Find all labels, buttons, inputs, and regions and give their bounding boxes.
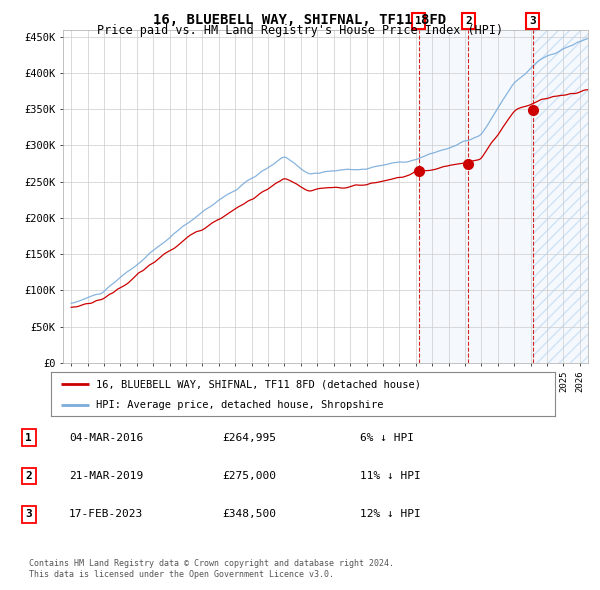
Text: £348,500: £348,500 — [222, 510, 276, 519]
Text: 21-MAR-2019: 21-MAR-2019 — [69, 471, 143, 481]
Text: 12% ↓ HPI: 12% ↓ HPI — [360, 510, 421, 519]
Bar — [419, 30, 533, 363]
Text: Price paid vs. HM Land Registry's House Price Index (HPI): Price paid vs. HM Land Registry's House … — [97, 24, 503, 37]
Text: 3: 3 — [529, 16, 536, 26]
Text: 17-FEB-2023: 17-FEB-2023 — [69, 510, 143, 519]
Text: 3: 3 — [25, 510, 32, 519]
Text: 16, BLUEBELL WAY, SHIFNAL, TF11 8FD (detached house): 16, BLUEBELL WAY, SHIFNAL, TF11 8FD (det… — [97, 379, 421, 389]
Text: 16, BLUEBELL WAY, SHIFNAL, TF11 8FD: 16, BLUEBELL WAY, SHIFNAL, TF11 8FD — [154, 13, 446, 27]
Text: £275,000: £275,000 — [222, 471, 276, 481]
Text: 11% ↓ HPI: 11% ↓ HPI — [360, 471, 421, 481]
Text: 6% ↓ HPI: 6% ↓ HPI — [360, 433, 414, 442]
Text: This data is licensed under the Open Government Licence v3.0.: This data is licensed under the Open Gov… — [29, 571, 334, 579]
Text: HPI: Average price, detached house, Shropshire: HPI: Average price, detached house, Shro… — [97, 400, 384, 410]
Text: 2: 2 — [25, 471, 32, 481]
Text: 04-MAR-2016: 04-MAR-2016 — [69, 433, 143, 442]
Text: £264,995: £264,995 — [222, 433, 276, 442]
Text: 1: 1 — [415, 16, 422, 26]
Text: 2: 2 — [465, 16, 472, 26]
Bar — [533, 30, 588, 363]
Text: 1: 1 — [25, 433, 32, 442]
Text: Contains HM Land Registry data © Crown copyright and database right 2024.: Contains HM Land Registry data © Crown c… — [29, 559, 394, 568]
Bar — [533, 30, 588, 363]
